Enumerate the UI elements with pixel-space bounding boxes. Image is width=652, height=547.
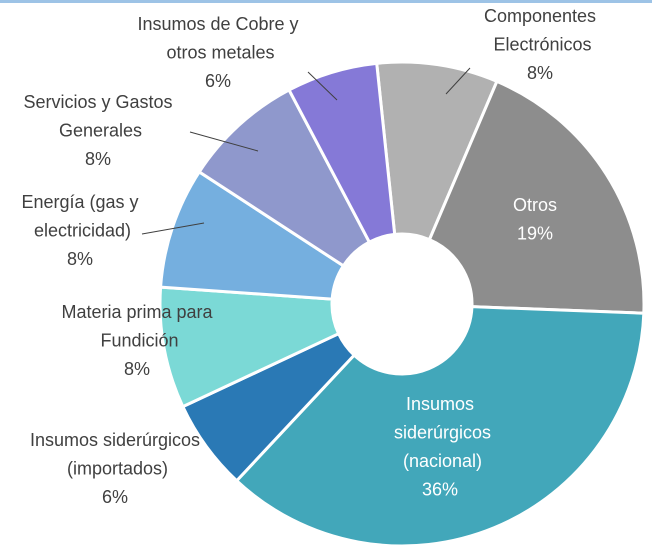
leader-line <box>445 67 471 95</box>
value-label: 8% <box>124 359 150 379</box>
donut-slice <box>287 61 397 245</box>
category-label: Insumos siderúrgicos (importados) <box>30 430 200 479</box>
leader-line <box>141 222 205 235</box>
category-label: Otros <box>513 195 557 215</box>
value-label: 8% <box>85 149 111 169</box>
value-label: 19% <box>517 224 553 244</box>
leader-line <box>189 131 259 152</box>
donut-slice <box>427 79 646 315</box>
category-label: Materia prima para Fundición <box>61 302 213 351</box>
category-label: Energía (gas y electricidad) <box>21 192 138 241</box>
value-label: 36% <box>422 480 458 500</box>
category-label: Componentes Electrónicos <box>484 6 596 55</box>
category-label: Insumos de Cobre y otros metales <box>137 14 298 63</box>
category-label: Insumos siderúrgicos (nacional) <box>389 394 491 471</box>
donut-slice <box>234 305 646 547</box>
value-label: 6% <box>102 487 128 507</box>
top-border <box>0 0 652 3</box>
value-label: 8% <box>527 63 553 83</box>
value-label: 8% <box>67 249 93 269</box>
category-label: Servicios y Gastos Generales <box>23 92 172 141</box>
value-label: 6% <box>205 71 231 91</box>
leader-line <box>307 71 338 101</box>
